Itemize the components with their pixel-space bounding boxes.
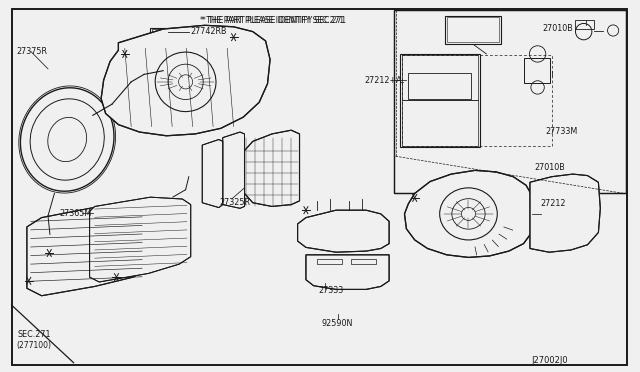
Bar xyxy=(524,58,550,83)
Bar xyxy=(402,55,552,146)
Bar xyxy=(317,259,342,264)
Polygon shape xyxy=(244,130,300,206)
Bar xyxy=(575,20,594,29)
Bar xyxy=(408,73,471,99)
Text: 27212: 27212 xyxy=(541,199,566,208)
Text: 27333: 27333 xyxy=(318,286,343,295)
Polygon shape xyxy=(298,210,389,252)
Bar xyxy=(152,39,159,48)
Polygon shape xyxy=(202,140,223,208)
Bar xyxy=(152,29,173,38)
Text: 27010B: 27010B xyxy=(543,24,573,33)
Text: * THE PART PLEASE IDENTIFY SEC.271: * THE PART PLEASE IDENTIFY SEC.271 xyxy=(202,16,346,25)
Polygon shape xyxy=(27,206,146,296)
Bar xyxy=(402,55,478,100)
Text: J27002J0: J27002J0 xyxy=(531,356,568,365)
Polygon shape xyxy=(90,197,191,282)
Bar xyxy=(447,17,499,42)
Polygon shape xyxy=(306,255,389,289)
Bar xyxy=(400,54,480,147)
Text: 27365M: 27365M xyxy=(59,209,91,218)
Polygon shape xyxy=(530,174,600,252)
Bar xyxy=(150,28,175,50)
Bar xyxy=(402,100,478,146)
Bar xyxy=(394,10,626,193)
Bar xyxy=(445,16,501,44)
Bar xyxy=(161,39,169,48)
Text: 27733M: 27733M xyxy=(545,127,577,136)
Polygon shape xyxy=(223,132,244,208)
Text: 92590N: 92590N xyxy=(322,319,353,328)
Text: (277100): (277100) xyxy=(16,341,51,350)
Text: SEC.271: SEC.271 xyxy=(18,330,51,339)
Text: 27325R: 27325R xyxy=(220,198,250,207)
Bar xyxy=(351,259,376,264)
Polygon shape xyxy=(101,25,270,136)
Text: 27212+A: 27212+A xyxy=(365,76,403,85)
Text: 27010B: 27010B xyxy=(534,163,565,172)
Text: * THE PART PLEASE IDENTIFY SEC.271: * THE PART PLEASE IDENTIFY SEC.271 xyxy=(200,16,344,25)
Text: 27375R: 27375R xyxy=(16,46,47,55)
Bar xyxy=(394,10,626,193)
Text: 27742RB: 27742RB xyxy=(190,27,227,36)
Polygon shape xyxy=(404,170,532,257)
